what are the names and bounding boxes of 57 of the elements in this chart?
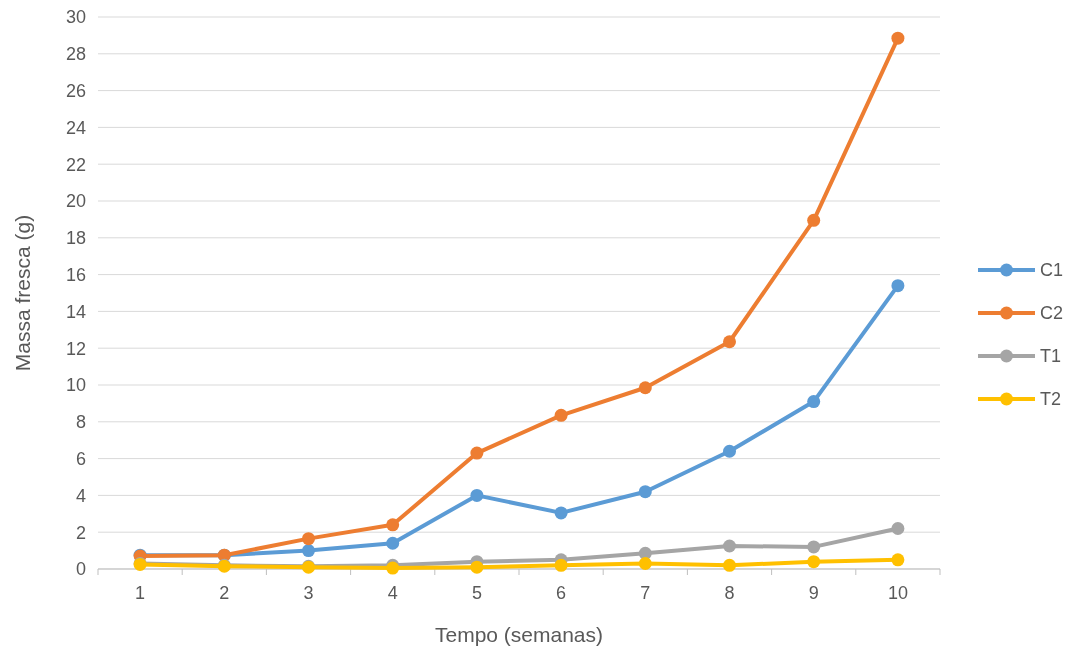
point <box>723 444 736 458</box>
x-tick-label: 6 <box>556 583 567 603</box>
y-tick-label: 6 <box>75 448 86 469</box>
point <box>638 485 652 499</box>
y-tick-label: 8 <box>75 412 86 433</box>
point <box>554 558 568 572</box>
point <box>554 408 568 422</box>
point <box>302 532 315 546</box>
legend-label: T1 <box>1040 346 1062 367</box>
legend-label: T2 <box>1040 389 1062 410</box>
y-tick-label: 28 <box>65 44 86 65</box>
point <box>807 555 821 569</box>
y-tick-label: 0 <box>75 559 86 580</box>
y-tick-label: 10 <box>65 375 86 396</box>
x-axis-title: Tempo (semanas) <box>434 623 604 646</box>
y-tick-label: 18 <box>65 228 86 249</box>
x-tick-label: 10 <box>887 583 908 603</box>
point <box>891 522 905 536</box>
legend-label: C2 <box>1040 303 1064 324</box>
point <box>470 446 484 460</box>
point <box>807 395 821 409</box>
point <box>807 213 821 227</box>
point <box>470 488 484 502</box>
x-tick-label: 4 <box>387 583 398 603</box>
point <box>723 558 736 572</box>
point <box>891 279 905 293</box>
x-tick-label: 2 <box>219 583 230 603</box>
point <box>554 506 568 520</box>
y-tick-label: 4 <box>75 485 86 506</box>
y-tick-label: 16 <box>65 264 86 285</box>
point <box>386 536 400 550</box>
legend-label: C1 <box>1040 260 1064 281</box>
x-tick-label: 7 <box>640 583 651 603</box>
point <box>302 544 315 558</box>
y-tick-label: 20 <box>65 191 86 212</box>
point <box>723 539 736 553</box>
point <box>807 540 821 554</box>
y-tick-label: 2 <box>75 522 86 543</box>
point <box>386 518 400 532</box>
y-tick-label: 14 <box>65 301 86 322</box>
point <box>891 553 905 567</box>
x-tick-label: 5 <box>471 583 482 603</box>
x-tick-label: 1 <box>135 583 146 603</box>
y-tick-label: 26 <box>65 80 86 101</box>
y-tick-label: 24 <box>65 117 86 138</box>
point <box>638 381 652 395</box>
y-tick-label: 12 <box>65 338 86 359</box>
y-axis-title: Massa fresca (g) <box>11 214 34 372</box>
x-tick-label: 9 <box>808 583 819 603</box>
y-tick-label: 30 <box>65 7 86 28</box>
point <box>891 31 905 45</box>
x-tick-label: 8 <box>724 583 735 603</box>
x-tick-label: 3 <box>303 583 314 603</box>
point <box>470 560 484 574</box>
y-tick-label: 22 <box>65 154 86 175</box>
point <box>638 556 652 570</box>
point <box>723 335 736 349</box>
